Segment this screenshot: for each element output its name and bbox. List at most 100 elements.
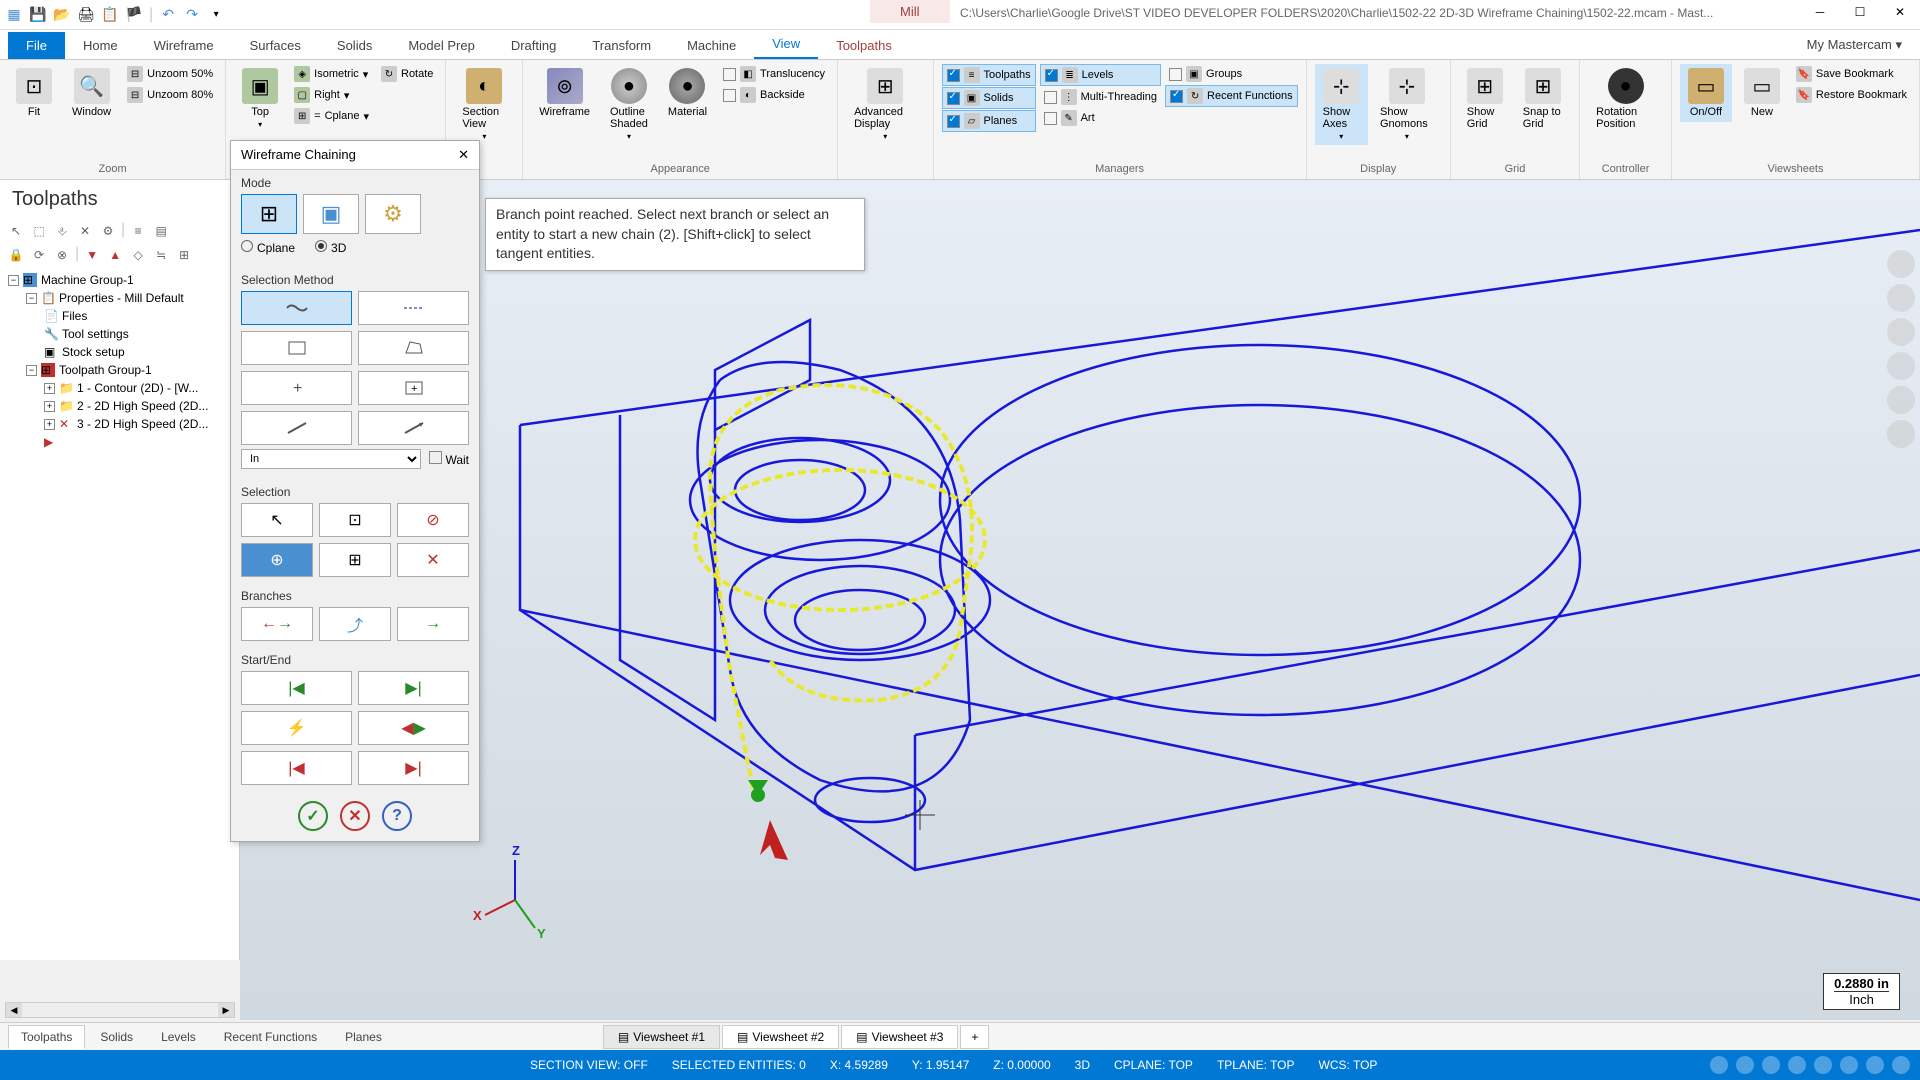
redo-icon[interactable]: ↷: [183, 6, 201, 24]
status-tplane[interactable]: TPLANE: TOP: [1217, 1058, 1295, 1072]
status-wcs[interactable]: WCS: TOP: [1319, 1058, 1378, 1072]
unzoom-50-button[interactable]: ⊟Unzoom 50%: [123, 64, 217, 84]
tree-machine-group[interactable]: −⊞Machine Group-1: [8, 271, 231, 289]
tab-view[interactable]: View: [754, 30, 818, 59]
doc-icon[interactable]: 📋: [101, 6, 119, 24]
viewsheet-tab-2[interactable]: ▤Viewsheet #2: [722, 1025, 839, 1049]
panel-hscroll[interactable]: ◀ ▶: [5, 1002, 235, 1018]
sel-plus-box-button[interactable]: +: [358, 371, 469, 405]
unzoom-80-button[interactable]: ⊟Unzoom 80%: [123, 85, 217, 105]
status-icon-5[interactable]: [1814, 1056, 1832, 1074]
tree-stock[interactable]: ▣Stock setup: [8, 343, 231, 361]
tab-wireframe[interactable]: Wireframe: [136, 32, 232, 59]
section-view-button[interactable]: ◐Section View▾: [454, 64, 514, 145]
viewsheet-tab-1[interactable]: ▤Viewsheet #1: [603, 1025, 720, 1049]
translucency-check[interactable]: ◧Translucency: [719, 64, 829, 84]
tree-op-2[interactable]: +📁2 - 2D High Speed (2D...: [8, 397, 231, 415]
status-icon-7[interactable]: [1866, 1056, 1884, 1074]
fit-button[interactable]: ⊡Fit: [8, 64, 60, 122]
tb-lock-icon[interactable]: 🔒: [6, 245, 26, 265]
tb-icon-6[interactable]: ≡: [128, 221, 148, 241]
bottom-tab-toolpaths[interactable]: Toolpaths: [8, 1025, 85, 1049]
recent-functions-check[interactable]: ↻Recent Functions: [1165, 85, 1298, 107]
tree-files[interactable]: 📄Files: [8, 307, 231, 325]
restore-bookmark-button[interactable]: 🔖Restore Bookmark: [1792, 85, 1911, 105]
mode-settings-button[interactable]: ⚙: [365, 194, 421, 234]
tree-properties[interactable]: −📋Properties - Mill Default: [8, 289, 231, 307]
toolpaths-manager-check[interactable]: ≡Toolpaths: [942, 64, 1036, 86]
close-button[interactable]: ✕: [1885, 2, 1915, 22]
tb-cursor-icon[interactable]: ↖: [6, 221, 26, 241]
art-check[interactable]: ✎Art: [1040, 108, 1161, 128]
rf-btn-2[interactable]: [1887, 284, 1915, 312]
window-button[interactable]: 🔍Window: [64, 64, 119, 122]
wait-check[interactable]: Wait: [429, 451, 469, 467]
levels-manager-check[interactable]: ≣Levels: [1040, 64, 1161, 86]
open-icon[interactable]: 📂: [53, 6, 71, 24]
sel-polygon-button[interactable]: [358, 331, 469, 365]
tb-insert-icon[interactable]: ⎀: [52, 221, 72, 241]
tb-icon-15[interactable]: ⊞: [174, 245, 194, 265]
scroll-right-icon[interactable]: ▶: [218, 1003, 234, 1017]
3d-radio[interactable]: 3D: [315, 240, 346, 255]
tree-insert-arrow[interactable]: ▶: [8, 433, 231, 451]
tree-op-3[interactable]: +✕3 - 2D High Speed (2D...: [8, 415, 231, 433]
sel-line-button[interactable]: [241, 411, 352, 445]
sel-all-button[interactable]: ⊕: [241, 543, 313, 577]
rf-btn-1[interactable]: [1887, 250, 1915, 278]
start-first-button[interactable]: |◀: [241, 751, 352, 785]
isometric-button[interactable]: ◈Isometric ▾: [290, 64, 373, 84]
dialog-ok-button[interactable]: ✓: [298, 801, 328, 831]
start-rewind-button[interactable]: |◀: [241, 671, 352, 705]
tab-toolpaths[interactable]: Toolpaths: [818, 32, 910, 59]
status-icon-1[interactable]: [1710, 1056, 1728, 1074]
tab-home[interactable]: Home: [65, 32, 136, 59]
flag-icon[interactable]: 🏴: [125, 6, 143, 24]
show-axes-button[interactable]: ⊹Show Axes▾: [1315, 64, 1368, 145]
bottom-tab-levels[interactable]: Levels: [148, 1025, 209, 1049]
rf-btn-5[interactable]: [1887, 386, 1915, 414]
in-select[interactable]: In: [241, 449, 421, 469]
status-icon-6[interactable]: [1840, 1056, 1858, 1074]
backside-check[interactable]: ◐Backside: [719, 85, 829, 105]
dialog-help-button[interactable]: ?: [382, 801, 412, 831]
rotation-position-button[interactable]: ●Rotation Position: [1588, 64, 1663, 134]
material-button[interactable]: ●Material: [660, 64, 715, 122]
show-grid-button[interactable]: ⊞Show Grid: [1459, 64, 1511, 134]
sel-window-button[interactable]: [241, 331, 352, 365]
planes-manager-check[interactable]: ▱Planes: [942, 110, 1036, 132]
show-gnomons-button[interactable]: ⊹Show Gnomons▾: [1372, 64, 1442, 145]
start-dynamic-button[interactable]: ⚡: [241, 711, 352, 745]
wireframe-button[interactable]: ⊚Wireframe: [531, 64, 598, 122]
rotate-button[interactable]: ↻Rotate: [377, 64, 437, 84]
status-cplane[interactable]: CPLANE: TOP: [1114, 1058, 1193, 1072]
tab-model-prep[interactable]: Model Prep: [390, 32, 492, 59]
save-icon[interactable]: 💾: [29, 6, 47, 24]
status-icon-8[interactable]: [1892, 1056, 1910, 1074]
solids-manager-check[interactable]: ▣Solids: [942, 87, 1036, 109]
new-icon[interactable]: ▦: [5, 6, 23, 24]
viewport-3d[interactable]: Z X Y: [240, 180, 1920, 1020]
status-icon-2[interactable]: [1736, 1056, 1754, 1074]
tb-icon-5[interactable]: ⚙: [98, 221, 118, 241]
branch-next-button[interactable]: →: [397, 607, 469, 641]
new-viewsheet-button[interactable]: ▭New: [1736, 64, 1788, 122]
sel-entity-button[interactable]: ⊞: [319, 543, 391, 577]
sel-pick-button[interactable]: ↖: [241, 503, 313, 537]
groups-check[interactable]: ▣Groups: [1165, 64, 1298, 84]
save-bookmark-button[interactable]: 🔖Save Bookmark: [1792, 64, 1911, 84]
start-reverse-button[interactable]: ◀▶: [358, 711, 469, 745]
dialog-title-bar[interactable]: Wireframe Chaining ✕: [231, 141, 479, 170]
viewsheet-add-button[interactable]: +: [960, 1025, 989, 1049]
tree-tool-settings[interactable]: 🔧Tool settings: [8, 325, 231, 343]
tab-drafting[interactable]: Drafting: [493, 32, 575, 59]
sel-plus-button[interactable]: +: [241, 371, 352, 405]
undo-icon[interactable]: ↶: [159, 6, 177, 24]
scroll-left-icon[interactable]: ◀: [6, 1003, 22, 1017]
bottom-tab-planes[interactable]: Planes: [332, 1025, 395, 1049]
qat-more-icon[interactable]: ▾: [207, 6, 225, 24]
advanced-display-button[interactable]: ⊞Advanced Display▾: [846, 64, 924, 145]
multithreading-check[interactable]: ⋮Multi-Threading: [1040, 87, 1161, 107]
my-mastercam-link[interactable]: My Mastercam ▾: [1789, 31, 1920, 59]
mode-solid-button[interactable]: ▣: [303, 194, 359, 234]
